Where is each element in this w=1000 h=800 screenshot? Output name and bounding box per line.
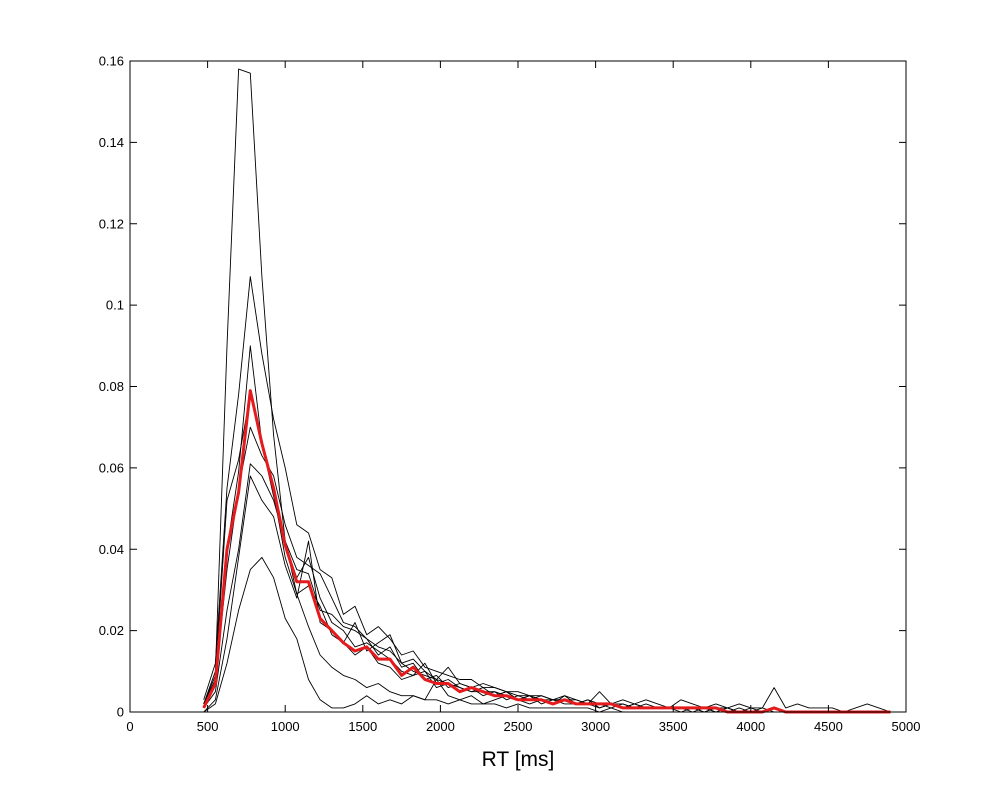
y-tick-label: 0.04 bbox=[99, 542, 124, 557]
y-tick-label: 0.02 bbox=[99, 623, 124, 638]
x-axis-label: RT [ms] bbox=[482, 748, 555, 771]
mean-layer bbox=[202, 389, 891, 714]
x-axis-ticks: 0 500 1000 1500 2000 2500 3000 3500 4000 4500 5000 bbox=[126, 61, 920, 734]
x-tick-label: 500 bbox=[197, 719, 219, 734]
y-tick-label: 0.14 bbox=[99, 135, 124, 150]
y-tick-label: 0.12 bbox=[99, 216, 124, 231]
y-tick-label: 0.08 bbox=[99, 379, 124, 394]
x-tick-label: 5000 bbox=[892, 719, 921, 734]
x-tick-label: 3500 bbox=[659, 719, 688, 734]
x-tick-label: 2500 bbox=[504, 719, 533, 734]
x-tick-label: 3000 bbox=[581, 719, 610, 734]
mean-series-line bbox=[202, 389, 891, 714]
y-tick-label: 0.16 bbox=[99, 54, 124, 69]
y-tick-label: 0.1 bbox=[106, 298, 124, 313]
x-tick-label: 1500 bbox=[348, 719, 377, 734]
x-tick-label: 2000 bbox=[426, 719, 455, 734]
y-tick-label: 0 bbox=[117, 705, 124, 720]
x-tick-label: 1000 bbox=[271, 719, 300, 734]
y-tick-label: 0.06 bbox=[99, 460, 124, 475]
x-tick-label: 4000 bbox=[736, 719, 765, 734]
x-tick-label: 0 bbox=[126, 719, 133, 734]
x-tick-label: 4500 bbox=[814, 719, 843, 734]
y-axis-ticks: 0 0.02 0.04 0.06 0.08 0.1 0.12 0.14 0.16 bbox=[99, 54, 906, 720]
